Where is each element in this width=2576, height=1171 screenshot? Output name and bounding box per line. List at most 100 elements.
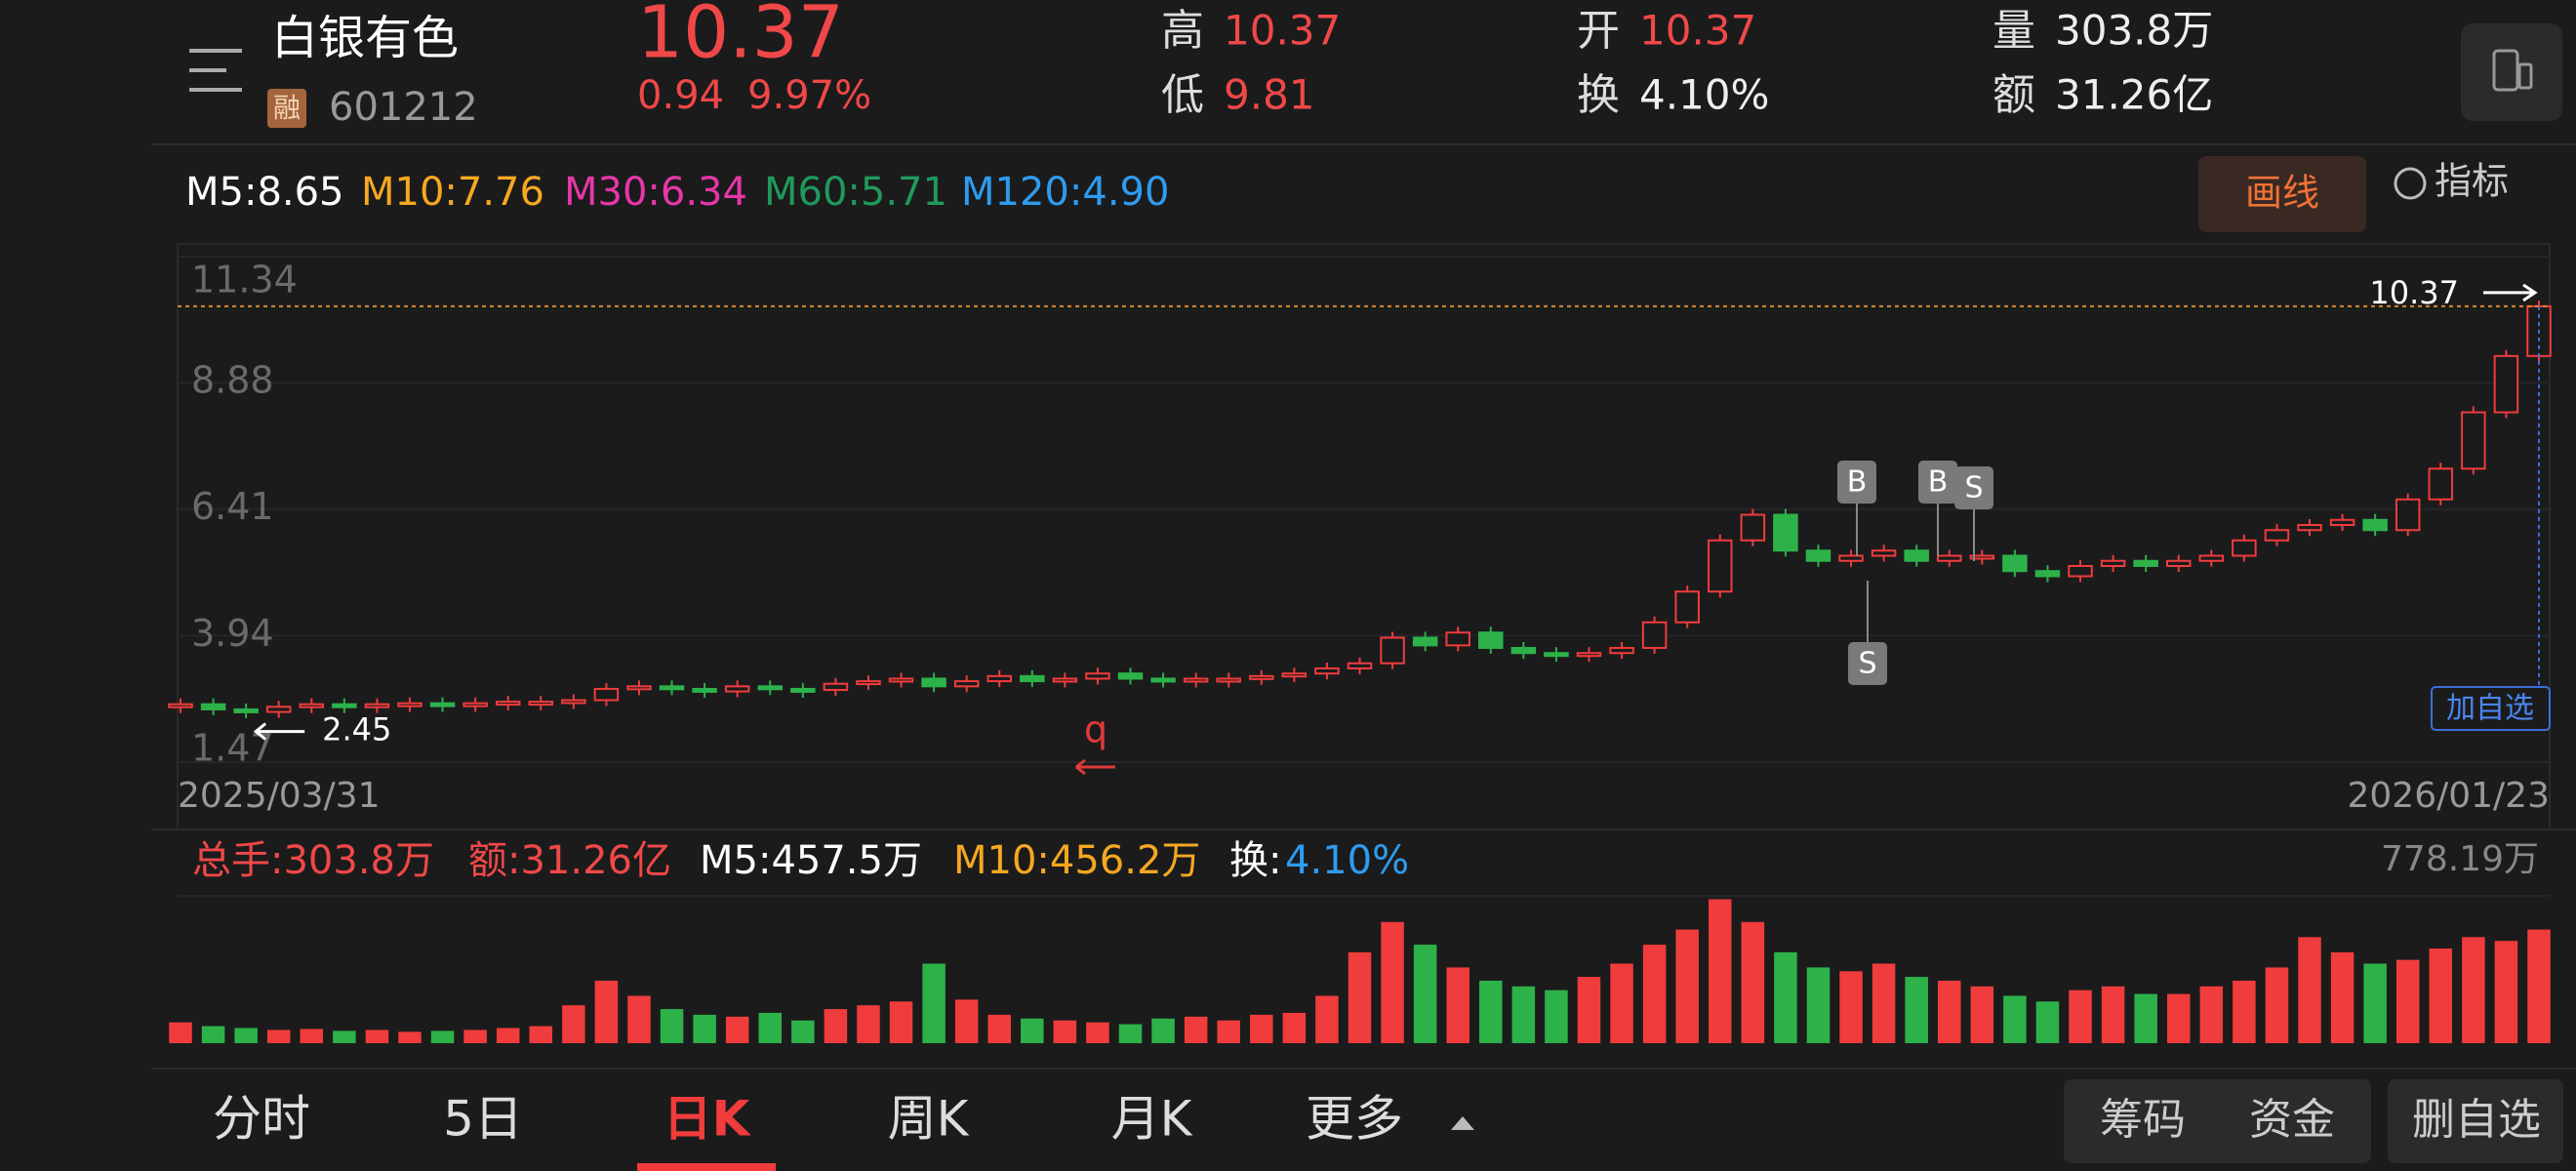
volume-bar [725, 1016, 749, 1043]
candle-body [1544, 652, 1569, 658]
volume-bar [2069, 989, 2092, 1043]
candle-body [2297, 524, 2322, 532]
volume-bar [1217, 1020, 1240, 1043]
candle-body [1609, 646, 1634, 655]
device-button[interactable] [2461, 23, 2562, 121]
chip-button[interactable]: 筹码 [2100, 1095, 2186, 1145]
tab[interactable]: 5日 [443, 1091, 523, 1148]
volume-bar [1250, 1014, 1273, 1043]
candle-body [986, 674, 1012, 683]
fund-button[interactable]: 资金 [2249, 1095, 2335, 1145]
volume-bar [1053, 1020, 1077, 1043]
candle-body [429, 702, 456, 707]
last-price-arrow [2483, 283, 2538, 303]
volume-bar [1118, 1024, 1143, 1043]
button-group [2064, 1079, 2371, 1163]
candle-body [2100, 559, 2126, 567]
volume-title: 额:31.26亿 [468, 838, 671, 883]
candle-body [659, 685, 685, 691]
margin-badge-text: 融 [273, 92, 301, 124]
candle-body [1740, 513, 1766, 542]
draw-button-text: 画线 [2245, 172, 2319, 215]
trade-marker-label: B [1847, 465, 1868, 500]
volume-bar [1642, 945, 1667, 1043]
candle-body [888, 677, 914, 683]
candle-body [364, 703, 390, 708]
remove-watch-button[interactable]: 删自选 [2412, 1095, 2541, 1145]
candle-body [528, 701, 554, 707]
candle-body [2068, 564, 2093, 578]
ma-legend: M120:4.90 [961, 170, 1169, 215]
candle-body [1641, 621, 1668, 649]
candle-body [2002, 554, 2028, 573]
volume-bar [365, 1030, 389, 1043]
volume-bar [1709, 899, 1732, 1043]
volume-bar [594, 980, 619, 1043]
volume-bar [234, 1028, 258, 1043]
draw-button[interactable]: 画线 [2198, 156, 2366, 232]
candle-body [2232, 539, 2257, 557]
candle-body [1249, 674, 1274, 680]
tab[interactable]: 周K [888, 1091, 970, 1148]
tab[interactable]: 月K [1111, 1091, 1193, 1148]
candle-body [561, 699, 586, 705]
candle-body [2198, 554, 2225, 562]
tab[interactable]: 日K [664, 1091, 752, 1148]
tab[interactable]: 更多 [1306, 1091, 1403, 1148]
volume-title: 总手:303.8万 [192, 838, 434, 883]
volume-max-label: 778.19万 [2381, 839, 2539, 879]
candle-body [856, 680, 881, 686]
candle-body [2264, 529, 2290, 542]
candle-body [1020, 674, 1045, 683]
change-pct: 9.97% [747, 73, 871, 118]
menu-icon[interactable] [189, 49, 242, 92]
y-tick-label: 1.47 [191, 727, 274, 770]
volume-bar [1806, 967, 1831, 1043]
volume-bar [201, 1026, 225, 1043]
candle-body [1838, 554, 1864, 562]
candle-body [1216, 677, 1241, 683]
volume-bar [430, 1030, 455, 1043]
volume-bar [1315, 995, 1339, 1043]
more-arrow[interactable] [1451, 1116, 1474, 1130]
change: 0.94 [637, 73, 724, 118]
trade-marker-label: S [1964, 471, 1983, 505]
candle-body [1674, 590, 1700, 624]
open-label: 开 [1577, 6, 1620, 56]
volume-bar [1381, 921, 1404, 1043]
volume-bar [1610, 963, 1633, 1043]
low-arrow [253, 722, 305, 741]
candle-body [790, 687, 816, 693]
y-tick-label: 8.88 [191, 359, 274, 402]
volume-bar [1577, 977, 1601, 1043]
tab[interactable]: 分时 [213, 1091, 310, 1148]
volume-title: 4.10% [1285, 838, 1409, 883]
candle-body [1150, 677, 1176, 683]
candle-body [626, 685, 652, 691]
candle-body [1937, 554, 1962, 562]
volume-bar [1446, 967, 1469, 1043]
volume-bar [1413, 945, 1437, 1043]
candle-body [2133, 559, 2158, 567]
volume-bar [2035, 1001, 2060, 1043]
add-watch-tag[interactable]: 加自选 [2431, 686, 2551, 731]
candle-body [1347, 662, 1373, 669]
volume-bar [824, 1009, 848, 1043]
candle-body [1478, 631, 1504, 649]
candle-body [397, 702, 423, 707]
volume-bar [987, 1014, 1011, 1043]
amount: 31.26亿 [2055, 71, 2213, 119]
ma-legend: M10:7.76 [361, 170, 544, 215]
volume-bar [627, 995, 651, 1043]
candle-body [463, 702, 488, 707]
candle-body [2034, 570, 2061, 578]
volume-bar [398, 1031, 422, 1043]
volume-bar [2003, 995, 2027, 1043]
candle-body [1052, 677, 1078, 683]
volume-bar [693, 1014, 716, 1043]
indicator-button[interactable]: 指标 [2394, 160, 2509, 203]
volume-bar [1021, 1018, 1044, 1043]
volume-bar [2330, 951, 2355, 1043]
volume-bar [169, 1022, 192, 1043]
